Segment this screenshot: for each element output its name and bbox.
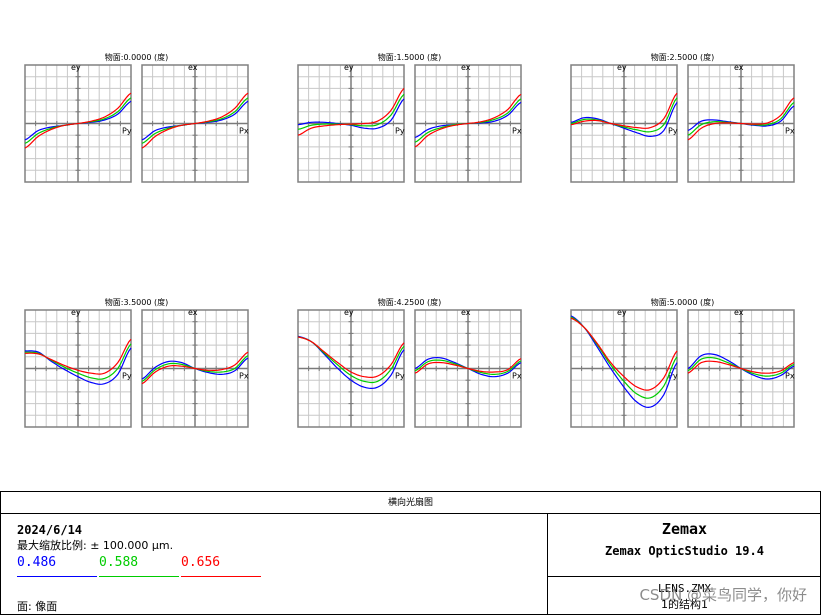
x-axis-label: Py bbox=[122, 372, 132, 381]
y-axis-label: ex bbox=[188, 63, 198, 72]
surface-text: 面: 像面 bbox=[17, 600, 58, 613]
panel-frame bbox=[297, 64, 405, 183]
series-line-0.656 bbox=[141, 92, 249, 149]
field-title: 物面:5.0000 (度) bbox=[651, 297, 714, 307]
ray-fan-panel: ey Py bbox=[570, 308, 678, 428]
x-axis-label: Px bbox=[512, 372, 522, 381]
field-title: 物面:1.5000 (度) bbox=[378, 52, 441, 62]
legend-line bbox=[17, 576, 97, 577]
legend-line bbox=[99, 576, 179, 577]
y-axis-label: ey bbox=[71, 63, 81, 72]
ray-fan-panel: ey Py bbox=[297, 63, 405, 183]
field-title: 物面:4.2500 (度) bbox=[378, 297, 441, 307]
y-axis-label: ey bbox=[344, 308, 354, 317]
panel-frame bbox=[687, 64, 795, 183]
file-box: LENS.ZMX 1的结构1 bbox=[548, 576, 821, 615]
series-line-0.656 bbox=[25, 338, 132, 375]
x-axis-label: Px bbox=[512, 127, 522, 136]
x-axis-label: Py bbox=[395, 372, 405, 381]
series-line-0.656 bbox=[414, 358, 522, 374]
y-axis-label: ex bbox=[734, 63, 744, 72]
y-axis-label: ey bbox=[344, 63, 354, 72]
ray-fan-panel: ex Px bbox=[414, 63, 522, 183]
y-axis-label: ex bbox=[461, 63, 471, 72]
series-line-0.656 bbox=[297, 336, 405, 379]
ray-fan-panel: ex Px bbox=[414, 308, 522, 428]
series-line-0.588 bbox=[570, 97, 678, 133]
y-axis-label: ey bbox=[617, 63, 627, 72]
wavelength-label: 0.486 bbox=[17, 555, 57, 570]
y-axis-label: ey bbox=[617, 308, 627, 317]
info-left-section: 2024/6/14 最大缩放比例: ± 100.000 µm. 0.486 0.… bbox=[1, 514, 547, 614]
wavelength-legend-green: 0.588 bbox=[99, 555, 179, 577]
series-line-0.656 bbox=[24, 92, 132, 149]
series-line-0.656 bbox=[141, 351, 249, 385]
legend-line bbox=[181, 576, 261, 577]
x-axis-label: Px bbox=[785, 127, 795, 136]
panel-frame bbox=[141, 64, 249, 183]
field-plot-5: 物面:4.2500 (度) ey Py ex Px bbox=[297, 297, 522, 428]
product-name: Zemax OpticStudio 19.4 bbox=[605, 544, 764, 558]
ray-fan-panel: ey Py bbox=[570, 63, 678, 183]
wavelength-legend-red: 0.656 bbox=[181, 555, 261, 577]
field-plot-1: 物面:0.0000 (度) ey Py ex Px bbox=[24, 52, 249, 183]
ray-fan-panel: ex Px bbox=[141, 63, 249, 183]
field-plot-3: 物面:2.5000 (度) ey Py ex Px bbox=[570, 52, 795, 183]
y-axis-label: ex bbox=[461, 308, 471, 317]
ray-fan-panel: ey Py bbox=[24, 63, 132, 183]
watermark: CSDN @菜鸟同学，你好 bbox=[639, 586, 807, 604]
field-plot-6: 物面:5.0000 (度) ey Py ex Px bbox=[570, 297, 795, 428]
x-axis-label: Py bbox=[395, 127, 405, 136]
series-line-0.656 bbox=[570, 317, 678, 391]
field-plot-4: 物面:3.5000 (度) ey Py ex Px bbox=[24, 297, 249, 428]
wavelength-label: 0.588 bbox=[99, 555, 139, 570]
brand-name: Zemax bbox=[661, 520, 708, 538]
file-name: LENS.ZMX bbox=[658, 582, 711, 595]
field-plot-2: 物面:1.5000 (度) ey Py ex Px bbox=[297, 52, 522, 183]
field-title: 物面:2.5000 (度) bbox=[651, 52, 714, 62]
y-axis-label: ey bbox=[71, 308, 81, 317]
y-axis-label: ex bbox=[188, 308, 198, 317]
ray-fan-panel: ex Px bbox=[687, 63, 795, 183]
x-axis-label: Px bbox=[785, 372, 795, 381]
field-title: 物面:3.5000 (度) bbox=[105, 297, 168, 307]
ray-fan-panel: ey Py bbox=[24, 308, 132, 428]
max-scale-text: 最大缩放比例: ± 100.000 µm. bbox=[17, 539, 174, 552]
x-axis-label: Py bbox=[668, 372, 678, 381]
panel-frame bbox=[24, 309, 132, 428]
panel-frame bbox=[570, 309, 678, 428]
panel-frame bbox=[141, 309, 249, 428]
plot-title: 横向光扇图 bbox=[1, 492, 820, 514]
series-line-0.656 bbox=[297, 88, 405, 136]
wavelength-legend-blue: 0.486 bbox=[17, 555, 97, 577]
info-right-section: Zemax Zemax OpticStudio 19.4 LENS.ZMX 1的… bbox=[547, 514, 821, 614]
series-line-0.656 bbox=[687, 360, 795, 374]
series-line-0.656 bbox=[687, 97, 795, 141]
x-axis-label: Px bbox=[239, 127, 249, 136]
configuration-text: 1的结构1 bbox=[661, 598, 708, 611]
ray-fan-panel: ex Px bbox=[141, 308, 249, 428]
x-axis-label: Py bbox=[122, 127, 132, 136]
panel-frame bbox=[297, 309, 405, 428]
ray-fan-panel: ex Px bbox=[687, 308, 795, 428]
wavelength-label: 0.656 bbox=[181, 555, 221, 570]
ray-fan-panel: ey Py bbox=[297, 308, 405, 428]
y-axis-label: ex bbox=[734, 308, 744, 317]
info-panel: 横向光扇图 2024/6/14 最大缩放比例: ± 100.000 µm. 0.… bbox=[0, 491, 821, 615]
series-line-0.486 bbox=[570, 102, 678, 138]
series-line-0.656 bbox=[570, 92, 678, 129]
panel-frame bbox=[414, 64, 522, 183]
series-line-0.656 bbox=[414, 93, 522, 148]
analysis-date: 2024/6/14 bbox=[17, 523, 83, 537]
field-title: 物面:0.0000 (度) bbox=[105, 52, 168, 62]
panel-frame bbox=[24, 64, 132, 183]
x-axis-label: Px bbox=[239, 372, 249, 381]
x-axis-label: Py bbox=[668, 127, 678, 136]
